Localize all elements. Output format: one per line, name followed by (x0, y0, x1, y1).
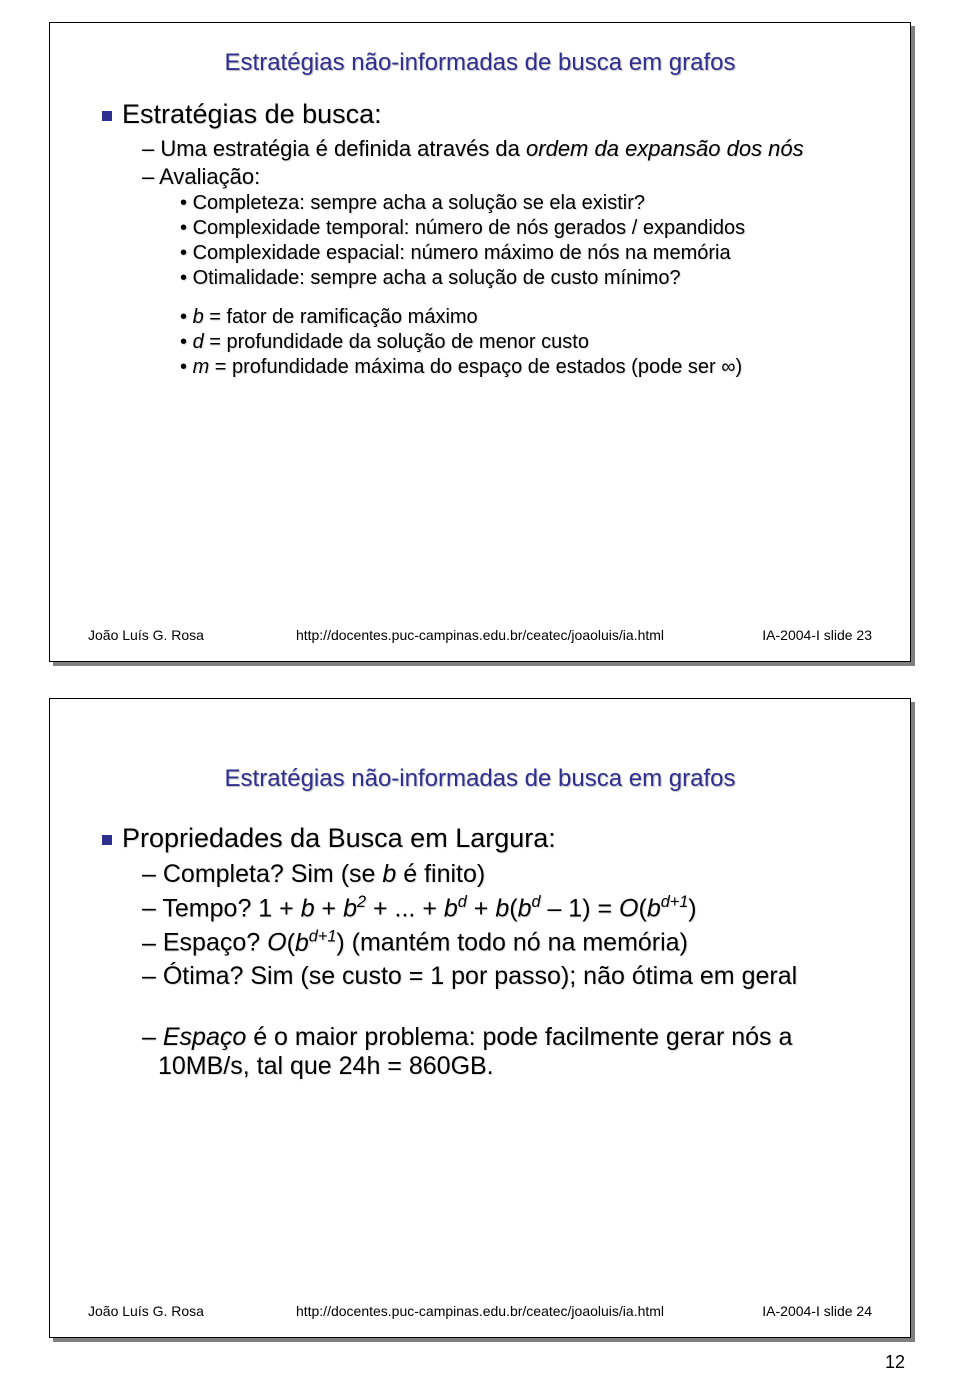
item-definition: Uma estratégia é definida através da ord… (142, 136, 872, 162)
item-space: Espaço? O(bd+1) (mantém todo nó na memór… (142, 927, 872, 957)
footer-url: http://docentes.puc-campinas.edu.br/ceat… (258, 627, 702, 643)
text: é o maior problema: pode facilmente gera… (158, 1023, 792, 1080)
var-d: d (193, 331, 204, 353)
text: ) (mantém todo nó na memória) (336, 929, 688, 957)
item-b-factor: b = fator de ramificação máximo (180, 306, 872, 329)
page-number: 12 (49, 1352, 911, 1373)
text: Uma estratégia é definida através da (160, 136, 526, 161)
item-completeness: Completeza: sempre acha a solução se ela… (180, 192, 872, 215)
slide-title: Estratégias não-informadas de busca em g… (88, 765, 872, 793)
item-complete: Completa? Sim (se b é finito) (142, 860, 872, 889)
footer-slide-number: IA-2004-I slide 24 (702, 1303, 872, 1319)
text: (bd+1 (287, 929, 337, 957)
item-optimal: Ótima? Sim (se custo = 1 por passo); não… (142, 962, 872, 991)
text: Espaço? (163, 929, 267, 957)
var-b: b (193, 306, 204, 328)
item-d-depth: d = profundidade da solução de menor cus… (180, 331, 872, 354)
slide-footer: João Luís G. Rosa http://docentes.puc-ca… (88, 627, 872, 643)
item-evaluation: Avaliação: (142, 164, 872, 190)
item-time-complexity: Complexidade temporal: número de nós ger… (180, 217, 872, 240)
item-space-complexity: Complexidade espacial: número máximo de … (180, 242, 872, 265)
big-o: O (267, 929, 286, 957)
heading-bfs-properties: Propriedades da Busca em Largura: (102, 823, 872, 854)
square-bullet-icon (102, 835, 112, 845)
heading-strategies: Estratégias de busca: (102, 99, 872, 130)
text: é finito) (396, 860, 485, 888)
item-m-maxdepth: m = profundidade máxima do espaço de est… (180, 356, 872, 379)
text: = profundidade máxima do espaço de estad… (209, 356, 742, 378)
text: Completa? Sim (se (163, 860, 383, 888)
heading-text: Estratégias de busca: (122, 99, 382, 129)
heading-text: Propriedades da Busca em Largura: (122, 823, 556, 853)
slide-24: Estratégias não-informadas de busca em g… (49, 698, 911, 1338)
text: = profundidade da solução de menor custo (204, 331, 589, 353)
text-italic: ordem da expansão dos nós (526, 136, 804, 161)
text: = fator de ramificação máximo (204, 306, 478, 328)
footer-slide-number: IA-2004-I slide 23 (702, 627, 872, 643)
item-optimality: Otimalidade: sempre acha a solução de cu… (180, 267, 872, 290)
var-b: b (382, 860, 396, 888)
footer-author: João Luís G. Rosa (88, 627, 258, 643)
item-time: Tempo? 1 + b + b2 + ... + bd + b(bd – 1)… (142, 893, 872, 923)
text-italic: Espaço (163, 1023, 246, 1051)
footer-url: http://docentes.puc-campinas.edu.br/ceat… (258, 1303, 702, 1319)
footer-author: João Luís G. Rosa (88, 1303, 258, 1319)
var-m: m (193, 356, 210, 378)
item-space-problem: Espaço é o maior problema: pode facilmen… (142, 1023, 872, 1081)
square-bullet-icon (102, 111, 112, 121)
slide-footer: João Luís G. Rosa http://docentes.puc-ca… (88, 1303, 872, 1319)
slide-23: Estratégias não-informadas de busca em g… (49, 22, 911, 662)
slide-title: Estratégias não-informadas de busca em g… (88, 49, 872, 77)
